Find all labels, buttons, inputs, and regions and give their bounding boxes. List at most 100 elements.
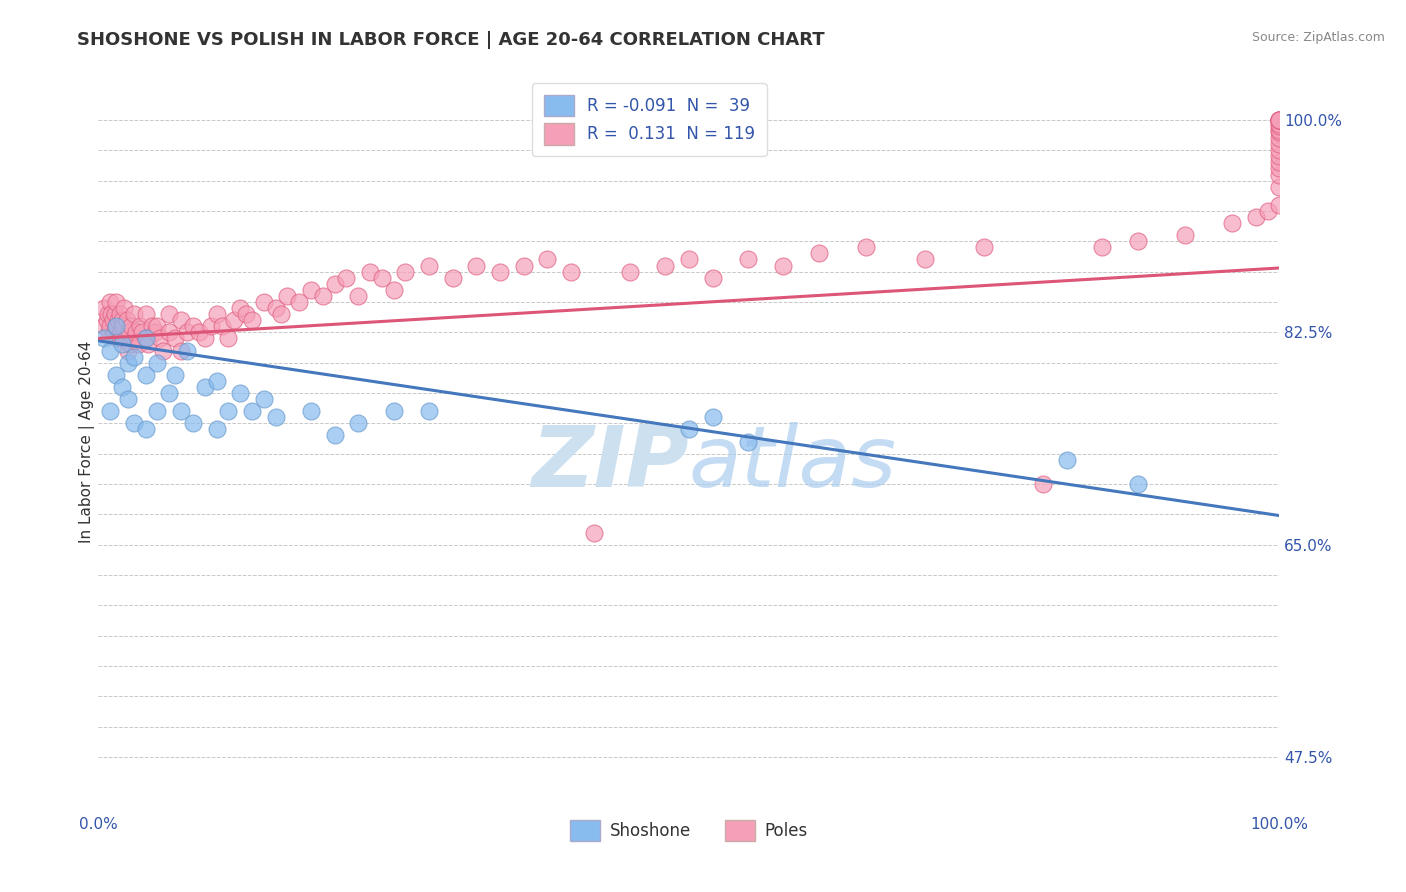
Point [1268, 179, 1291, 194]
Point [347, 289, 370, 303]
Point [772, 259, 794, 273]
Text: Source: ZipAtlas.com: Source: ZipAtlas.com [1251, 31, 1385, 45]
Point [149, 331, 172, 345]
Point [115, 313, 138, 327]
Point [1268, 119, 1291, 133]
Point [1244, 210, 1267, 224]
Point [1268, 112, 1291, 127]
Point [1268, 137, 1291, 152]
Point [122, 417, 145, 431]
Point [108, 307, 131, 321]
Point [128, 337, 150, 351]
Point [229, 301, 252, 315]
Point [146, 319, 169, 334]
Point [120, 337, 142, 351]
Point [98, 326, 121, 340]
Point [187, 326, 209, 340]
Point [143, 326, 166, 340]
Point [1268, 198, 1291, 212]
Point [121, 319, 143, 334]
Point [98, 319, 121, 334]
Point [1268, 143, 1291, 157]
Point [157, 326, 180, 340]
Point [157, 386, 180, 401]
Point [157, 307, 180, 321]
Point [128, 319, 150, 334]
Point [418, 259, 440, 273]
Point [135, 368, 157, 382]
Point [1268, 112, 1291, 127]
Point [807, 246, 830, 260]
Point [583, 525, 606, 540]
Point [170, 313, 193, 327]
Point [737, 434, 759, 449]
Point [536, 252, 558, 267]
Point [240, 313, 263, 327]
Point [394, 265, 416, 279]
Y-axis label: In Labor Force | Age 20-64: In Labor Force | Age 20-64 [79, 341, 96, 542]
Point [1268, 131, 1291, 145]
Point [101, 313, 124, 327]
Point [200, 319, 222, 334]
Point [276, 289, 298, 303]
Point [235, 307, 257, 321]
Point [146, 404, 169, 418]
Point [135, 307, 157, 321]
Point [97, 307, 120, 321]
Point [229, 386, 252, 401]
Point [418, 404, 440, 418]
Point [96, 313, 118, 327]
Point [1174, 228, 1197, 243]
Point [111, 380, 134, 394]
Point [382, 404, 405, 418]
Point [914, 252, 936, 267]
Point [105, 368, 128, 382]
Point [98, 343, 121, 358]
Point [103, 326, 125, 340]
Point [105, 295, 128, 310]
Point [702, 410, 724, 425]
Text: atlas: atlas [689, 422, 897, 505]
Point [181, 319, 204, 334]
Point [560, 265, 582, 279]
Point [165, 331, 187, 345]
Point [299, 404, 322, 418]
Point [136, 337, 159, 351]
Point [111, 313, 134, 327]
Point [112, 319, 135, 334]
Legend: Shoshone, Poles: Shoshone, Poles [564, 814, 814, 847]
Point [1268, 117, 1291, 131]
Point [253, 295, 276, 310]
Point [489, 265, 512, 279]
Point [1268, 122, 1291, 136]
Point [135, 331, 157, 345]
Point [323, 428, 346, 442]
Point [270, 307, 292, 321]
Point [465, 259, 488, 273]
Point [105, 331, 128, 345]
Point [1056, 452, 1078, 467]
Point [1126, 234, 1149, 248]
Point [654, 259, 676, 273]
Point [205, 307, 228, 321]
Point [678, 252, 700, 267]
Point [1268, 112, 1291, 127]
Point [117, 343, 139, 358]
Point [1091, 240, 1114, 254]
Point [512, 259, 534, 273]
Point [170, 343, 193, 358]
Point [105, 319, 128, 334]
Point [110, 326, 132, 340]
Point [194, 380, 217, 394]
Point [1268, 149, 1291, 163]
Point [205, 374, 228, 388]
Point [1268, 112, 1291, 127]
Point [441, 270, 464, 285]
Point [117, 392, 139, 406]
Point [382, 283, 405, 297]
Point [1268, 155, 1291, 169]
Point [855, 240, 877, 254]
Point [211, 319, 233, 334]
Point [176, 326, 198, 340]
Text: ZIP: ZIP [531, 422, 689, 505]
